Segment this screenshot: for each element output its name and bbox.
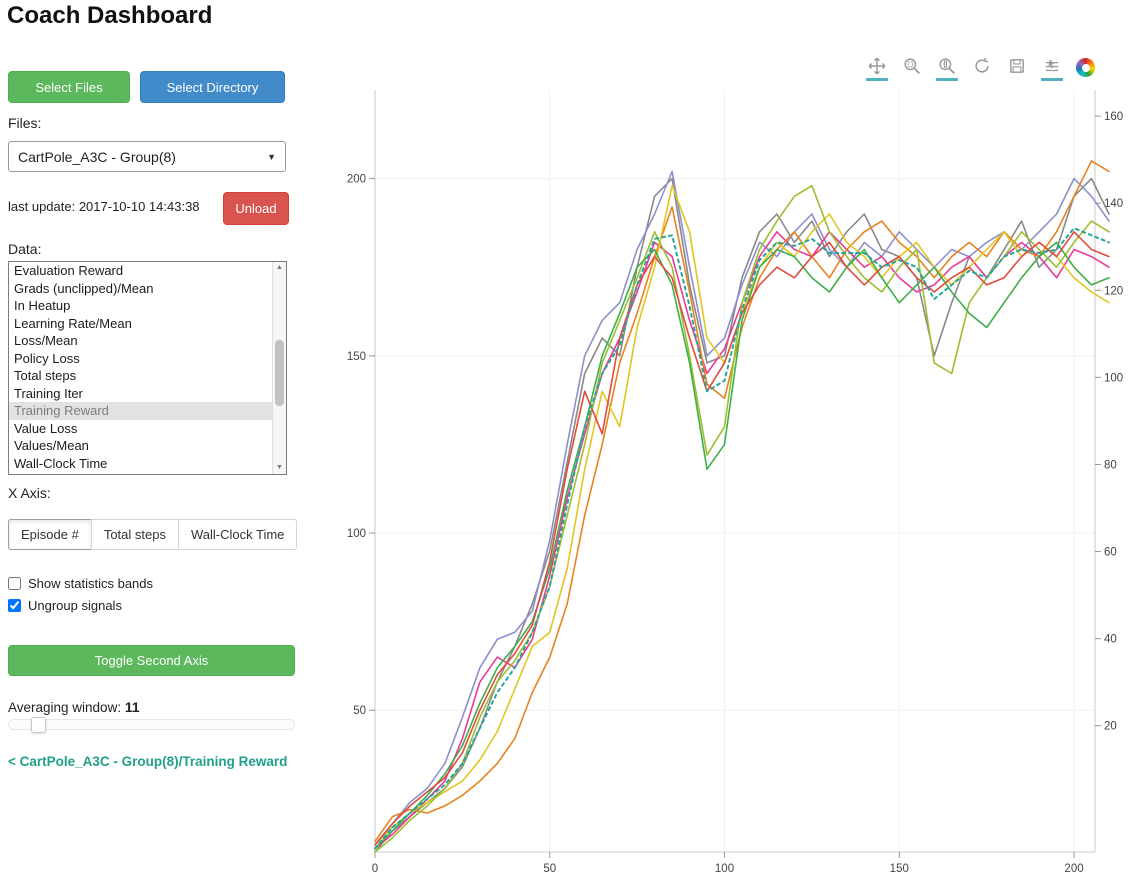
training-reward-plot[interactable]: 50 100 150 200 20 40 60 80 100 120 140 160 0 50 100 150… xyxy=(330,85,1142,881)
unload-button[interactable]: Unload xyxy=(223,192,289,225)
data-list-item[interactable]: Policy Loss xyxy=(14,350,80,366)
active-tool-underline xyxy=(936,78,958,81)
data-list-item[interactable]: Value Loss xyxy=(14,420,78,436)
wheel-zoom-tool-button[interactable] xyxy=(936,57,958,81)
active-tool-underline xyxy=(866,78,888,81)
y-right-tick-label: 140 xyxy=(1104,198,1123,210)
series-line-series_7 xyxy=(374,241,1110,850)
data-list-item[interactable]: Loss/Mean xyxy=(14,333,78,348)
y-left-tick-label: 150 xyxy=(347,351,366,363)
show-bands-label: Show statistics bands xyxy=(28,576,154,591)
save-tool-button[interactable] xyxy=(1006,57,1028,81)
hover-icon xyxy=(1043,57,1061,75)
pan-tool-button[interactable] xyxy=(866,57,888,81)
x-axis-label: X Axis: xyxy=(8,485,51,501)
data-list-item[interactable]: Wall-Clock Time xyxy=(14,455,108,471)
data-list-item[interactable]: Grads (unclipped)/Mean xyxy=(14,280,154,296)
y-left-tick-label: 100 xyxy=(347,528,366,540)
breadcrumb[interactable]: < CartPole_A3C - Group(8)/Training Rewar… xyxy=(8,754,288,769)
files-label: Files: xyxy=(8,115,42,131)
averaging-window-label: Averaging window: xyxy=(8,700,122,715)
scroll-up-icon[interactable]: ▲ xyxy=(276,264,283,271)
averaging-window-value: 11 xyxy=(124,699,140,715)
y-right-tick-label: 100 xyxy=(1104,372,1123,384)
x-axis-option-episode[interactable]: Episode # xyxy=(8,519,92,550)
reset-icon xyxy=(973,57,991,75)
plot-toolbar xyxy=(866,57,1095,81)
data-label: Data: xyxy=(8,241,42,257)
x-tick-label: 150 xyxy=(890,863,909,875)
x-axis-option-wall-clock[interactable]: Wall-Clock Time xyxy=(177,519,298,550)
x-tick-label: 50 xyxy=(543,863,556,875)
data-list-item[interactable]: In Heatup xyxy=(14,298,71,313)
files-dropdown[interactable]: CartPole_A3C - Group(8) ▼ xyxy=(8,141,286,172)
y-right-tick-label: 160 xyxy=(1104,111,1123,123)
pan-icon xyxy=(868,57,886,75)
y-right-tick-label: 120 xyxy=(1104,285,1123,297)
series-line-series_9_mean xyxy=(374,227,1110,850)
ungroup-row: Ungroup signals xyxy=(8,598,122,613)
averaging-window-row: Averaging window: 11 xyxy=(8,699,140,715)
hover-tool-button[interactable] xyxy=(1041,57,1063,81)
ungroup-label: Ungroup signals xyxy=(28,598,122,613)
chevron-down-icon: ▼ xyxy=(267,151,276,162)
x-tick-label: 100 xyxy=(715,863,734,875)
y-right-tick-label: 20 xyxy=(1104,721,1117,733)
last-update-text: last update: 2017-10-10 14:43:38 xyxy=(8,199,200,214)
data-list-item[interactable]: Values/Mean xyxy=(14,438,89,453)
scrollbar-thumb[interactable] xyxy=(275,340,284,406)
save-icon xyxy=(1008,57,1026,75)
active-tool-underline xyxy=(1041,78,1063,81)
box-zoom-tool-button[interactable] xyxy=(901,57,923,81)
show-bands-row: Show statistics bands xyxy=(8,576,153,591)
x-tick-label: 0 xyxy=(372,863,378,875)
series-line-series_4 xyxy=(374,160,1110,843)
slider-thumb[interactable] xyxy=(31,717,46,733)
series-line-series_2 xyxy=(374,170,1110,846)
data-list-item[interactable]: Training Iter xyxy=(14,385,83,401)
toggle-second-axis-button[interactable]: Toggle Second Axis xyxy=(8,645,295,676)
data-listbox: Evaluation Reward Grads (unclipped)/Mean… xyxy=(8,261,287,475)
y-left-tick-label: 200 xyxy=(347,174,366,186)
box-zoom-icon xyxy=(903,57,921,75)
scrollbar[interactable]: ▲ ▼ xyxy=(272,262,286,474)
y-left-tick-label: 50 xyxy=(353,705,366,717)
y-right-tick-label: 80 xyxy=(1104,459,1117,471)
select-directory-button[interactable]: Select Directory xyxy=(140,71,285,103)
x-axis-button-group: Episode # Total steps Wall-Clock Time xyxy=(8,519,298,550)
bokeh-logo-hole xyxy=(1081,63,1090,72)
data-list-item[interactable]: Total steps xyxy=(14,368,77,383)
scroll-down-icon[interactable]: ▼ xyxy=(276,464,283,471)
data-list-item-selected[interactable]: Training Reward xyxy=(9,402,286,420)
x-axis-option-total-steps[interactable]: Total steps xyxy=(90,519,179,550)
select-files-button[interactable]: Select Files xyxy=(8,71,130,103)
y-right-tick-label: 60 xyxy=(1104,547,1117,559)
averaging-window-slider[interactable] xyxy=(8,717,295,733)
data-list-item[interactable]: Evaluation Reward xyxy=(14,263,124,278)
page-title: Coach Dashboard xyxy=(7,2,213,29)
wheel-zoom-icon xyxy=(938,57,956,75)
show-bands-checkbox[interactable] xyxy=(8,577,21,590)
x-tick-label: 200 xyxy=(1064,863,1083,875)
reset-tool-button[interactable] xyxy=(971,57,993,81)
ungroup-checkbox[interactable] xyxy=(8,599,21,612)
data-list-item[interactable]: Learning Rate/Mean xyxy=(14,315,132,331)
bokeh-logo-icon[interactable] xyxy=(1076,58,1095,77)
y-right-tick-label: 40 xyxy=(1104,634,1117,646)
files-dropdown-value: CartPole_A3C - Group(8) xyxy=(18,148,176,165)
